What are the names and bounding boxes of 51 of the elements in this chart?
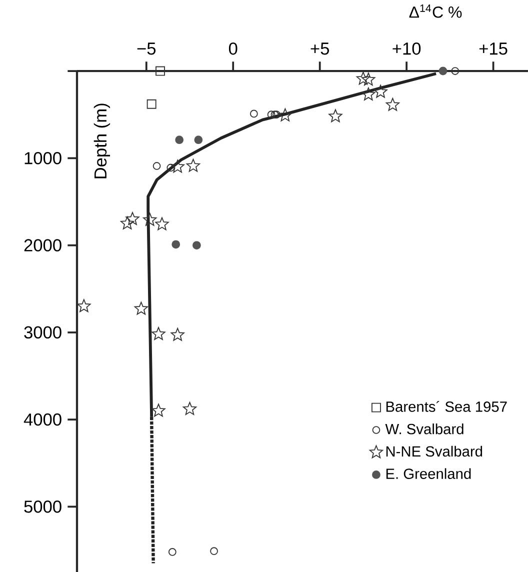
x-tick-label: +10 [392,42,421,55]
legend-label: W. Svalbard [385,423,464,434]
point [210,547,218,556]
point [374,84,388,98]
x-tick-label: 0 [228,42,238,55]
point [267,110,276,119]
point [194,136,203,144]
point [356,72,370,85]
point [182,402,197,415]
point [166,164,175,172]
point [152,327,166,340]
point [152,404,166,417]
y-tick-label: 1000 [24,152,62,164]
point [328,109,342,122]
y-axis-title: Depth (m) [94,104,110,178]
point [120,216,134,230]
point [156,66,165,76]
point [186,158,200,172]
legend-label: N-NE Svalbard [386,446,482,457]
x-axis-title: Δ$^{14}$C % [409,4,462,18]
point [155,217,169,230]
y-tick-label: 4000 [24,413,62,426]
point [146,99,156,109]
point [143,212,157,226]
legend-label: E. Greenland [386,468,471,479]
x-tick-label: +5 [310,42,329,55]
point [451,67,460,75]
point [172,240,180,249]
point [77,299,91,312]
point [386,98,400,111]
point [192,241,201,250]
point [170,328,184,341]
legend-label: Barents´ Sea 1957 [386,400,507,412]
y-tick-label: 2000 [24,239,62,252]
point [438,66,448,76]
point [152,162,161,170]
point [134,302,148,315]
point [278,108,292,122]
point [168,548,176,556]
point [175,136,184,144]
point [170,160,184,173]
point [272,110,280,119]
x-tick-label: −5 [137,42,156,55]
y-tick-label: 3000 [24,326,62,339]
x-tick-label: +15 [479,42,508,55]
point [362,72,376,86]
point [362,87,376,100]
y-tick-label: 5000 [24,500,62,513]
point [270,110,279,119]
point [126,212,140,225]
point [250,110,258,118]
